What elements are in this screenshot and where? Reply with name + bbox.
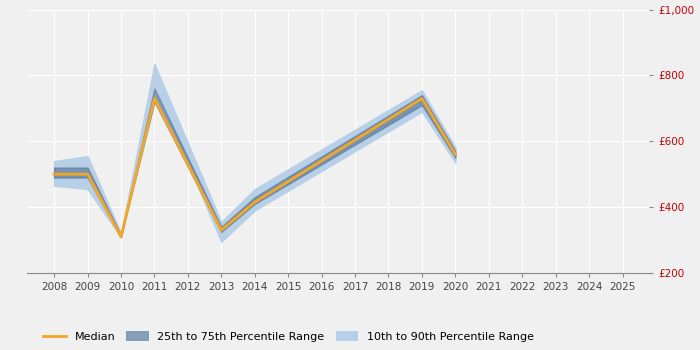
Legend: Median, 25th to 75th Percentile Range, 10th to 90th Percentile Range: Median, 25th to 75th Percentile Range, 1…: [39, 327, 538, 346]
